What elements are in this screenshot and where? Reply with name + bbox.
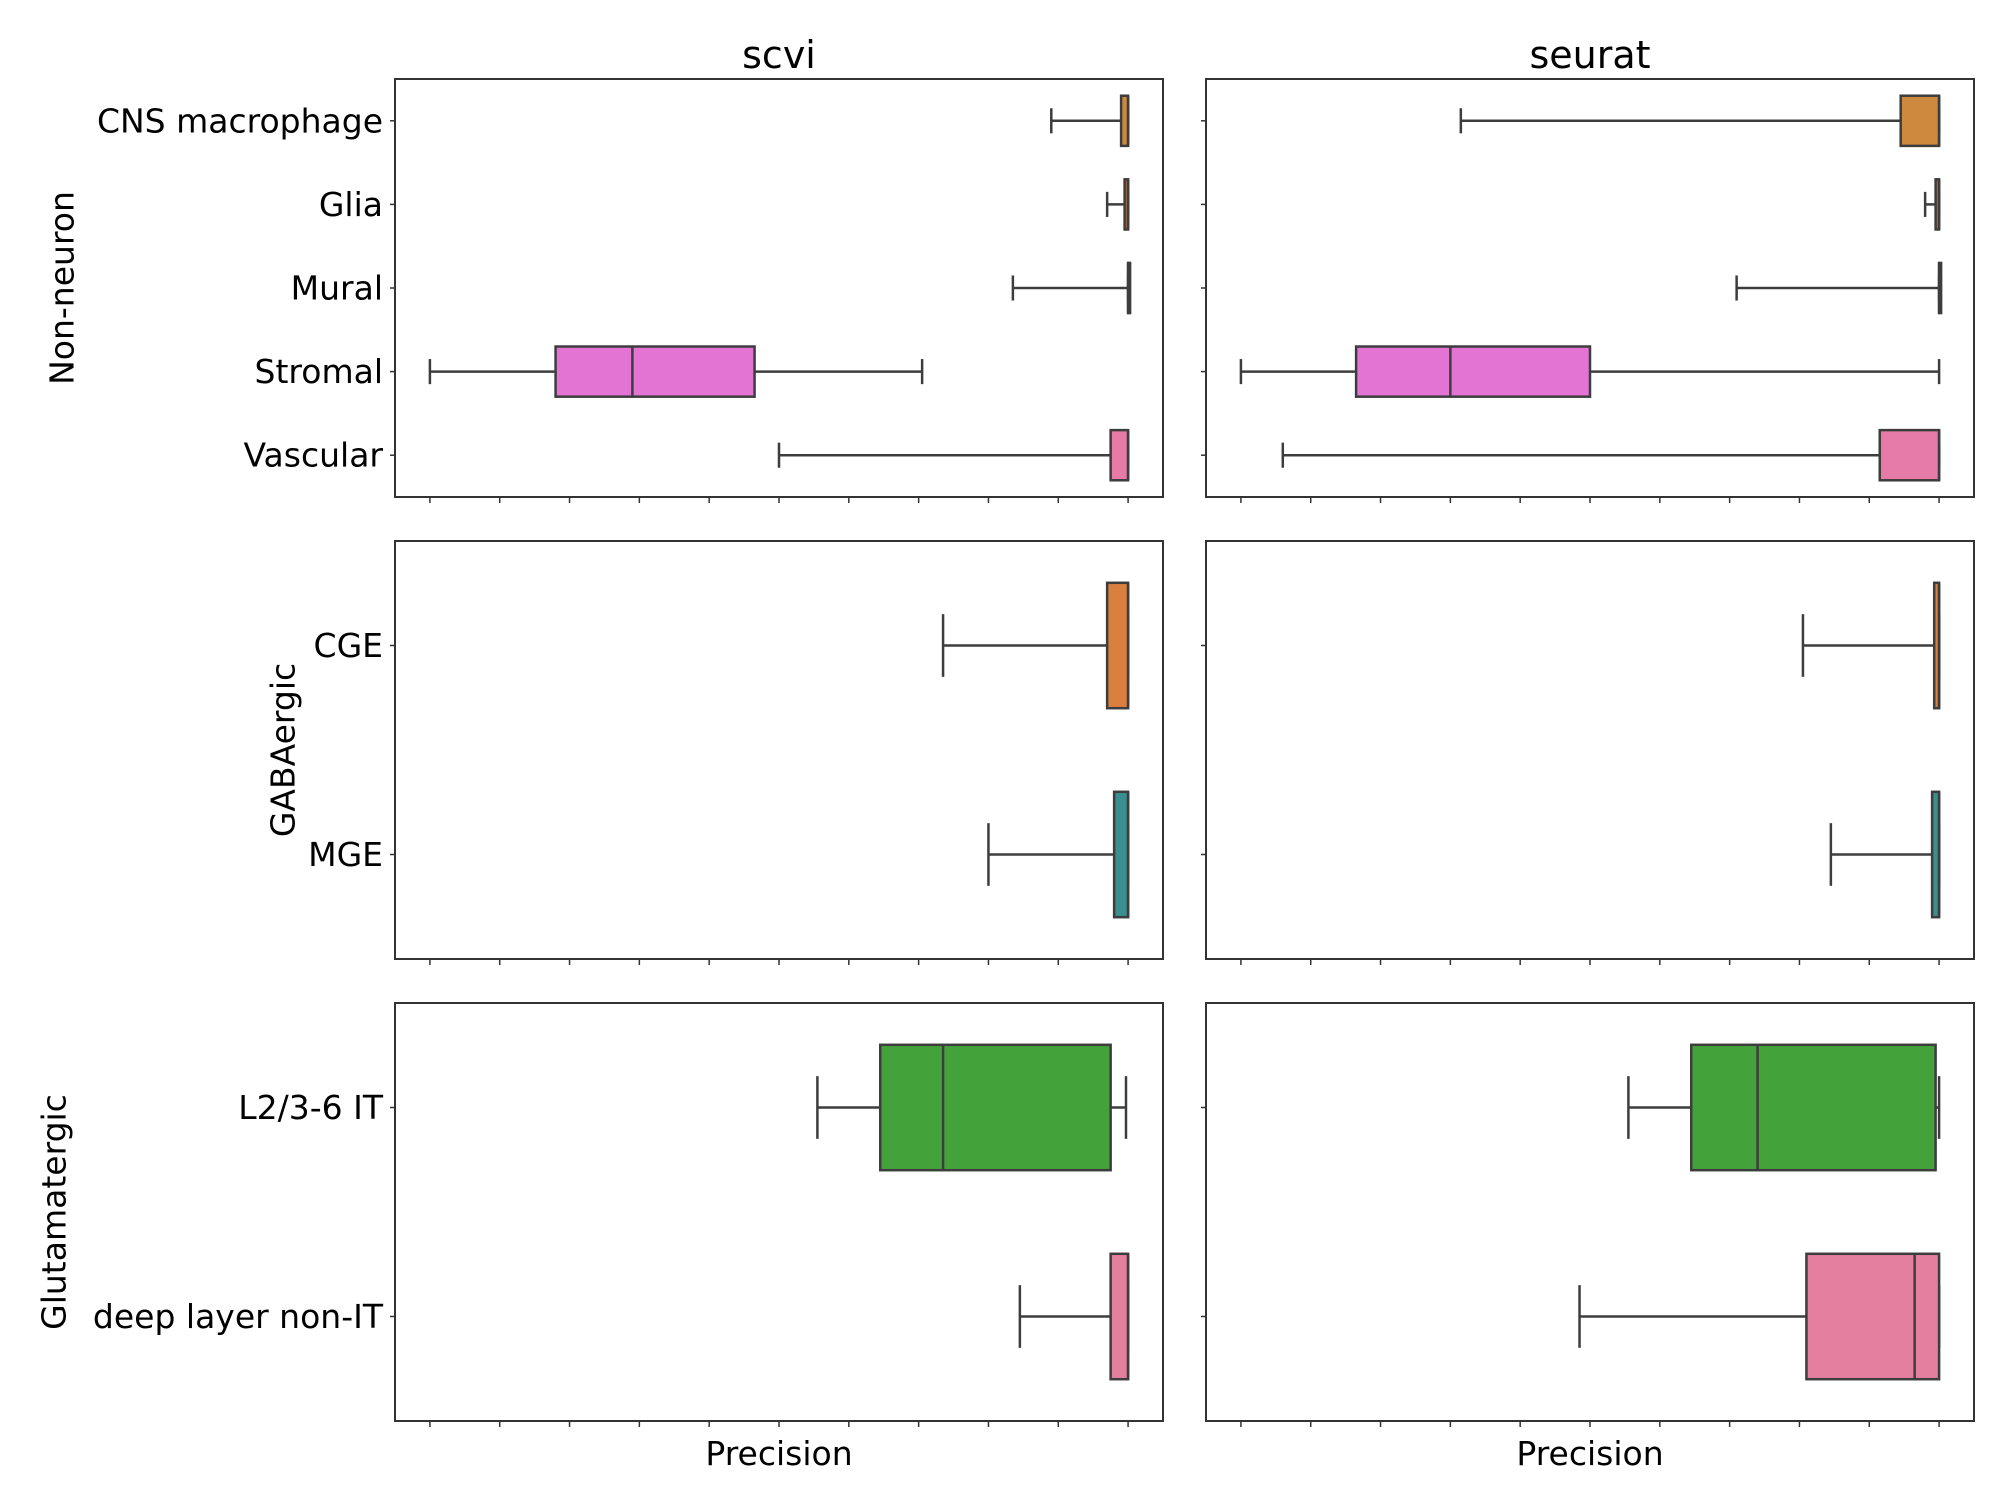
category-label: Glia <box>319 185 383 224</box>
panel-frame-seurat <box>1205 540 1975 960</box>
row-label-glutamatergic: Glutamatergic <box>35 1094 74 1330</box>
box-vascular-scvi <box>1109 428 1130 482</box>
row-label-gabaergic: GABAergic <box>264 663 303 837</box>
category-label: Stromal <box>255 352 383 391</box>
category-label: deep layer non-IT <box>93 1297 384 1336</box>
category-label: L2/3-6 IT <box>238 1088 384 1127</box>
box-deep-layer-non-it-seurat <box>1805 1252 1941 1381</box>
category-label: MGE <box>308 835 383 874</box>
box-cge-scvi <box>1105 581 1130 710</box>
category-label: Mural <box>291 269 383 308</box>
box-deep-layer-non-it-scvi <box>1109 1252 1130 1381</box>
box-cns-macrophage-seurat <box>1899 94 1941 148</box>
box-mge-scvi <box>1112 790 1130 919</box>
box-l2-3-6-it-scvi <box>878 1043 1112 1172</box>
box-l2-3-6-it-seurat <box>1689 1043 1937 1172</box>
box-stromal-seurat <box>1354 345 1592 398</box>
column-title-scvi: scvi <box>742 33 816 77</box>
row-label-non-neuron: Non-neuron <box>43 191 82 385</box>
box-stromal-scvi <box>554 345 756 398</box>
x-axis-label-seurat: Precision <box>1516 1434 1663 1473</box>
box-vascular-seurat <box>1878 428 1941 482</box>
x-axis-label-scvi: Precision <box>705 1434 852 1473</box>
column-title-seurat: seurat <box>1529 33 1650 77</box>
panel-frame-scvi <box>394 540 1164 960</box>
category-label: CGE <box>314 626 383 665</box>
category-label: CNS macrophage <box>97 101 383 140</box>
category-label: Vascular <box>244 436 384 475</box>
